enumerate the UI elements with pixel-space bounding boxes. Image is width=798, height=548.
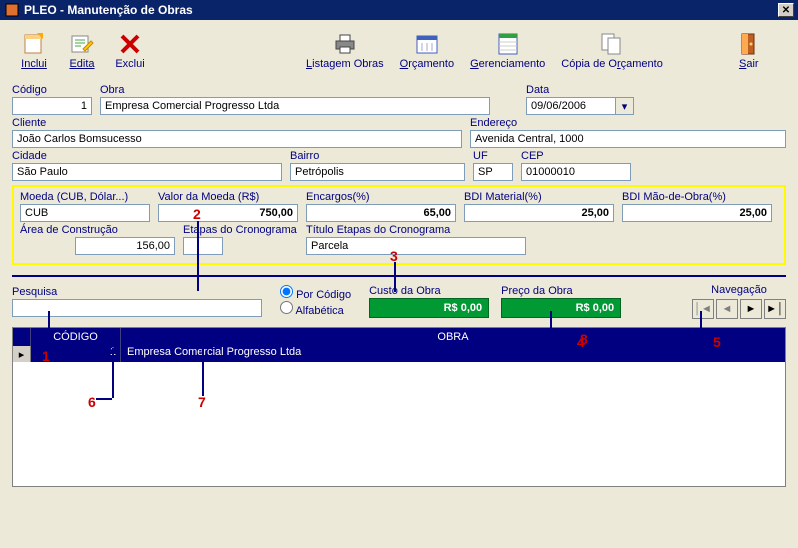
- sair-button[interactable]: Sair: [727, 28, 771, 72]
- bdimat-input[interactable]: [464, 204, 614, 222]
- printer-icon: [331, 30, 359, 58]
- valormoeda-label: Valor da Moeda (R$): [158, 191, 298, 203]
- form-area: Código Obra Data ▾ Cliente Endereço Cida…: [0, 76, 798, 267]
- endereco-label: Endereço: [470, 117, 786, 129]
- delete-icon: [116, 30, 144, 58]
- nav-first-button[interactable]: │◄: [692, 299, 714, 319]
- search-row: Pesquisa Por Código Alfabética Custo da …: [0, 283, 798, 319]
- row-obra: Empresa Comercial Progresso Ltda: [121, 346, 785, 362]
- precoobra-label: Preço da Obra: [501, 285, 621, 297]
- close-button[interactable]: ✕: [778, 3, 794, 17]
- grid-header: CÓDIGO OBRA: [13, 328, 785, 346]
- nav-next-button[interactable]: ►: [740, 299, 762, 319]
- etapas-label: Etapas do Cronograma: [183, 224, 298, 236]
- codigo-label: Código: [12, 84, 92, 96]
- data-grid: CÓDIGO OBRA ▸ 1 Empresa Comercial Progre…: [12, 327, 786, 487]
- row-codigo: 1: [31, 346, 121, 362]
- grid-header-obra[interactable]: OBRA: [121, 328, 785, 346]
- gerenciamento-button[interactable]: Gerenciamento: [464, 28, 551, 72]
- area-label: Área de Construção: [20, 224, 175, 236]
- new-icon: [20, 30, 48, 58]
- orcamento-label: rçamento: [408, 58, 454, 70]
- bairro-input[interactable]: [290, 163, 465, 181]
- exit-icon: [735, 30, 763, 58]
- pesquisa-label: Pesquisa: [12, 286, 262, 298]
- inclui-button[interactable]: Inclui: [12, 28, 56, 72]
- custoobra-label: Custo da Obra: [369, 285, 489, 297]
- copy-icon: [598, 30, 626, 58]
- highlighted-section: Moeda (CUB, Dólar...) Valor da Moeda (R$…: [12, 185, 786, 265]
- search-mode-group: Por Código Alfabética: [274, 283, 357, 319]
- tituloetapas-input[interactable]: [306, 237, 526, 255]
- toolbar: Inclui Edita Exclui Listagem Obras Orçam…: [0, 20, 798, 76]
- nav-prev-button[interactable]: ◄: [716, 299, 738, 319]
- edita-label: Edita: [69, 58, 94, 70]
- navegacao-label: Navegação: [711, 284, 767, 296]
- edita-button[interactable]: Edita: [60, 28, 104, 72]
- edit-icon: [68, 30, 96, 58]
- bdimao-input[interactable]: [622, 204, 772, 222]
- bdimao-label: BDI Mão-de-Obra(%): [622, 191, 772, 203]
- listagem-button[interactable]: Listagem Obras: [300, 28, 390, 72]
- area-input[interactable]: [75, 237, 175, 255]
- titlebar: PLEO - Manutenção de Obras ✕: [0, 0, 798, 20]
- inclui-label: Inclui: [21, 58, 47, 70]
- date-dropdown-button[interactable]: ▾: [616, 97, 634, 115]
- encargos-label: Encargos(%): [306, 191, 456, 203]
- custoobra-value: R$ 0,00: [369, 298, 489, 318]
- cep-input[interactable]: [521, 163, 631, 181]
- divider: [12, 275, 786, 277]
- codigo-input[interactable]: [12, 97, 92, 115]
- listagem-label: istagem Obras: [312, 58, 384, 70]
- pesquisa-input[interactable]: [12, 299, 262, 317]
- valormoeda-input[interactable]: [158, 204, 298, 222]
- tituloetapas-label: Título Etapas do Cronograma: [306, 224, 526, 236]
- cliente-label: Cliente: [12, 117, 462, 129]
- bairro-label: Bairro: [290, 150, 465, 162]
- bdimat-label: BDI Material(%): [464, 191, 614, 203]
- data-input[interactable]: [526, 97, 616, 115]
- table-row[interactable]: ▸ 1 Empresa Comercial Progresso Ltda: [13, 346, 785, 362]
- window-title: PLEO - Manutenção de Obras: [24, 3, 193, 17]
- porcodigo-radio[interactable]: Por Código: [280, 285, 351, 301]
- app-icon: [4, 2, 20, 18]
- copia-button[interactable]: Cópia de Orçamento: [555, 28, 669, 72]
- moeda-label: Moeda (CUB, Dólar...): [20, 191, 150, 203]
- obra-input[interactable]: [100, 97, 490, 115]
- obra-label: Obra: [100, 84, 490, 96]
- calendar-icon: [413, 30, 441, 58]
- sair-label: air: [746, 58, 758, 70]
- cep-label: CEP: [521, 150, 631, 162]
- exclui-button[interactable]: Exclui: [108, 28, 152, 72]
- encargos-input[interactable]: [306, 204, 456, 222]
- uf-label: UF: [473, 150, 513, 162]
- row-selector-icon: ▸: [13, 346, 31, 362]
- moeda-input[interactable]: [20, 204, 150, 222]
- orcamento-button[interactable]: Orçamento: [394, 28, 460, 72]
- data-label: Data: [526, 84, 634, 96]
- copia-label: Cópia de Orçamento: [561, 58, 663, 70]
- cidade-input[interactable]: [12, 163, 282, 181]
- exclui-label: Exclui: [115, 58, 144, 70]
- cidade-label: Cidade: [12, 150, 282, 162]
- cliente-input[interactable]: [12, 130, 462, 148]
- uf-input[interactable]: [473, 163, 513, 181]
- alfabetica-radio[interactable]: Alfabética: [280, 301, 351, 317]
- precoobra-value: R$ 0,00: [501, 298, 621, 318]
- sheet-icon: [494, 30, 522, 58]
- nav-last-button[interactable]: ►│: [764, 299, 786, 319]
- grid-header-codigo[interactable]: CÓDIGO: [31, 328, 121, 346]
- gerenciamento-label: erenciamento: [479, 58, 546, 70]
- etapas-input[interactable]: [183, 237, 223, 255]
- endereco-input[interactable]: [470, 130, 786, 148]
